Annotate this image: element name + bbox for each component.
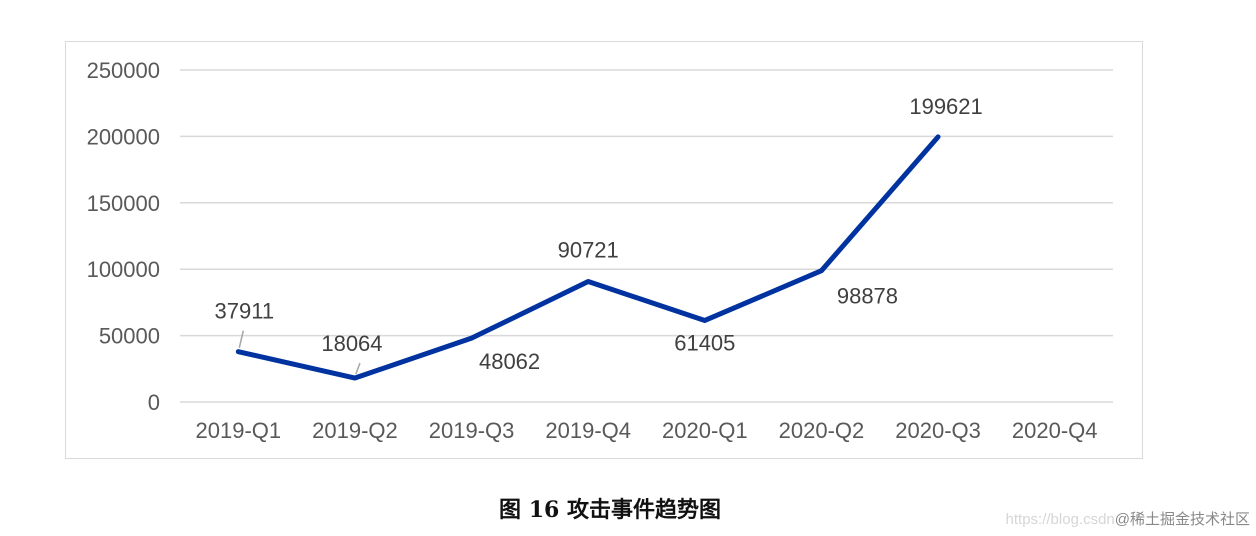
x-tick-label: 2019-Q1 xyxy=(196,418,282,443)
y-tick-label: 50000 xyxy=(99,324,160,349)
y-tick-label: 200000 xyxy=(87,124,160,149)
data-label: 48062 xyxy=(479,349,540,374)
data-labels: 37911 18064 48062 90721 61405 98878 199621 xyxy=(215,94,983,374)
x-tick-label: 2020-Q1 xyxy=(662,418,748,443)
y-tick-label: 0 xyxy=(148,390,160,415)
y-tick-label: 100000 xyxy=(87,257,160,282)
x-axis-ticks: 2019-Q1 2019-Q2 2019-Q3 2019-Q4 2020-Q1 2020-… xyxy=(196,418,1098,443)
watermark-brand: @稀土掘金技术社区 xyxy=(1114,511,1250,528)
y-tick-label: 150000 xyxy=(87,191,160,216)
chart-frame xyxy=(65,41,1143,459)
x-tick-label: 2019-Q2 xyxy=(312,418,398,443)
x-tick-label: 2020-Q4 xyxy=(1012,418,1098,443)
data-label: 18064 xyxy=(321,331,382,356)
data-label: 199621 xyxy=(909,94,982,119)
x-tick-label: 2020-Q3 xyxy=(895,418,981,443)
x-tick-label: 2019-Q4 xyxy=(545,418,631,443)
watermark-site: https://blog.csdn xyxy=(1005,511,1115,528)
x-tick-label: 2020-Q2 xyxy=(779,418,865,443)
data-label: 61405 xyxy=(674,330,735,355)
leader-line xyxy=(355,362,361,375)
y-axis-ticks: 0 50000 100000 150000 200000 250000 xyxy=(87,58,160,415)
data-label: 37911 xyxy=(215,299,275,324)
data-label: 98878 xyxy=(837,284,898,309)
x-tick-label: 2019-Q3 xyxy=(429,418,515,443)
leader-line xyxy=(238,330,245,348)
figure-caption: 图 16 攻击事件趋势图 xyxy=(499,497,721,523)
gridlines xyxy=(180,69,1113,403)
data-label: 90721 xyxy=(558,238,619,263)
watermark: https://blog.csdn@稀土掘金技术社区 xyxy=(1006,508,1250,529)
y-tick-label: 250000 xyxy=(87,58,160,83)
label-leader-lines xyxy=(238,330,361,375)
series-line xyxy=(235,134,941,381)
